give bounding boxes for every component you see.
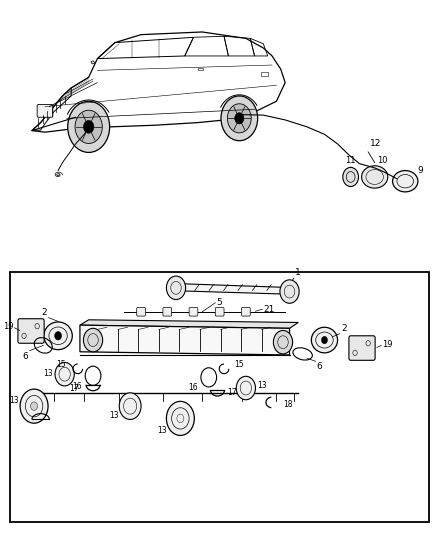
Circle shape [227, 104, 251, 133]
Circle shape [235, 112, 244, 124]
Text: 17: 17 [227, 388, 237, 397]
Bar [10, 272, 429, 522]
Text: 13: 13 [257, 382, 266, 390]
FancyBboxPatch shape [189, 308, 198, 316]
Circle shape [321, 336, 328, 344]
Circle shape [273, 330, 293, 354]
Circle shape [83, 120, 94, 133]
Text: 6: 6 [23, 352, 28, 361]
Text: 21: 21 [263, 305, 275, 313]
FancyBboxPatch shape [137, 308, 145, 316]
FancyBboxPatch shape [37, 104, 53, 117]
Text: 13: 13 [158, 426, 167, 435]
Circle shape [31, 402, 38, 410]
Polygon shape [80, 325, 290, 355]
Text: 15: 15 [234, 360, 244, 369]
Text: 9: 9 [417, 166, 423, 175]
FancyBboxPatch shape [241, 308, 250, 316]
Text: 2: 2 [42, 308, 47, 317]
Ellipse shape [44, 322, 72, 350]
Circle shape [55, 332, 62, 340]
FancyBboxPatch shape [349, 336, 375, 360]
Text: 17: 17 [70, 384, 79, 392]
Text: 13: 13 [109, 411, 118, 421]
Circle shape [55, 362, 74, 386]
Ellipse shape [311, 327, 338, 353]
Text: 18: 18 [283, 400, 293, 408]
Text: 15: 15 [57, 360, 66, 369]
Polygon shape [167, 284, 298, 294]
FancyBboxPatch shape [18, 319, 44, 343]
Text: 10: 10 [377, 156, 388, 165]
FancyBboxPatch shape [163, 308, 172, 316]
Circle shape [280, 280, 299, 303]
Ellipse shape [392, 171, 418, 192]
Circle shape [166, 276, 186, 300]
Polygon shape [91, 61, 95, 64]
Text: 16: 16 [73, 382, 82, 391]
Text: 5: 5 [216, 298, 222, 306]
Circle shape [68, 101, 110, 152]
Text: 11: 11 [346, 156, 356, 165]
Text: 2: 2 [341, 324, 347, 333]
Text: 12: 12 [370, 139, 381, 148]
Text: 19: 19 [382, 340, 392, 349]
Text: 19: 19 [3, 322, 13, 331]
Text: 16: 16 [188, 383, 198, 392]
Circle shape [343, 167, 359, 187]
Circle shape [221, 96, 258, 141]
Circle shape [75, 110, 102, 143]
Bar [261, 72, 268, 76]
Text: 13: 13 [43, 369, 53, 377]
Text: 1: 1 [295, 268, 301, 277]
FancyBboxPatch shape [215, 308, 224, 316]
Circle shape [236, 376, 255, 400]
Circle shape [119, 393, 141, 419]
Text: 13: 13 [9, 397, 19, 405]
Bar [198, 68, 203, 70]
Ellipse shape [362, 166, 388, 188]
Polygon shape [80, 320, 298, 328]
Circle shape [83, 328, 102, 352]
Text: 6: 6 [317, 362, 322, 372]
Circle shape [166, 401, 194, 435]
Circle shape [20, 389, 48, 423]
